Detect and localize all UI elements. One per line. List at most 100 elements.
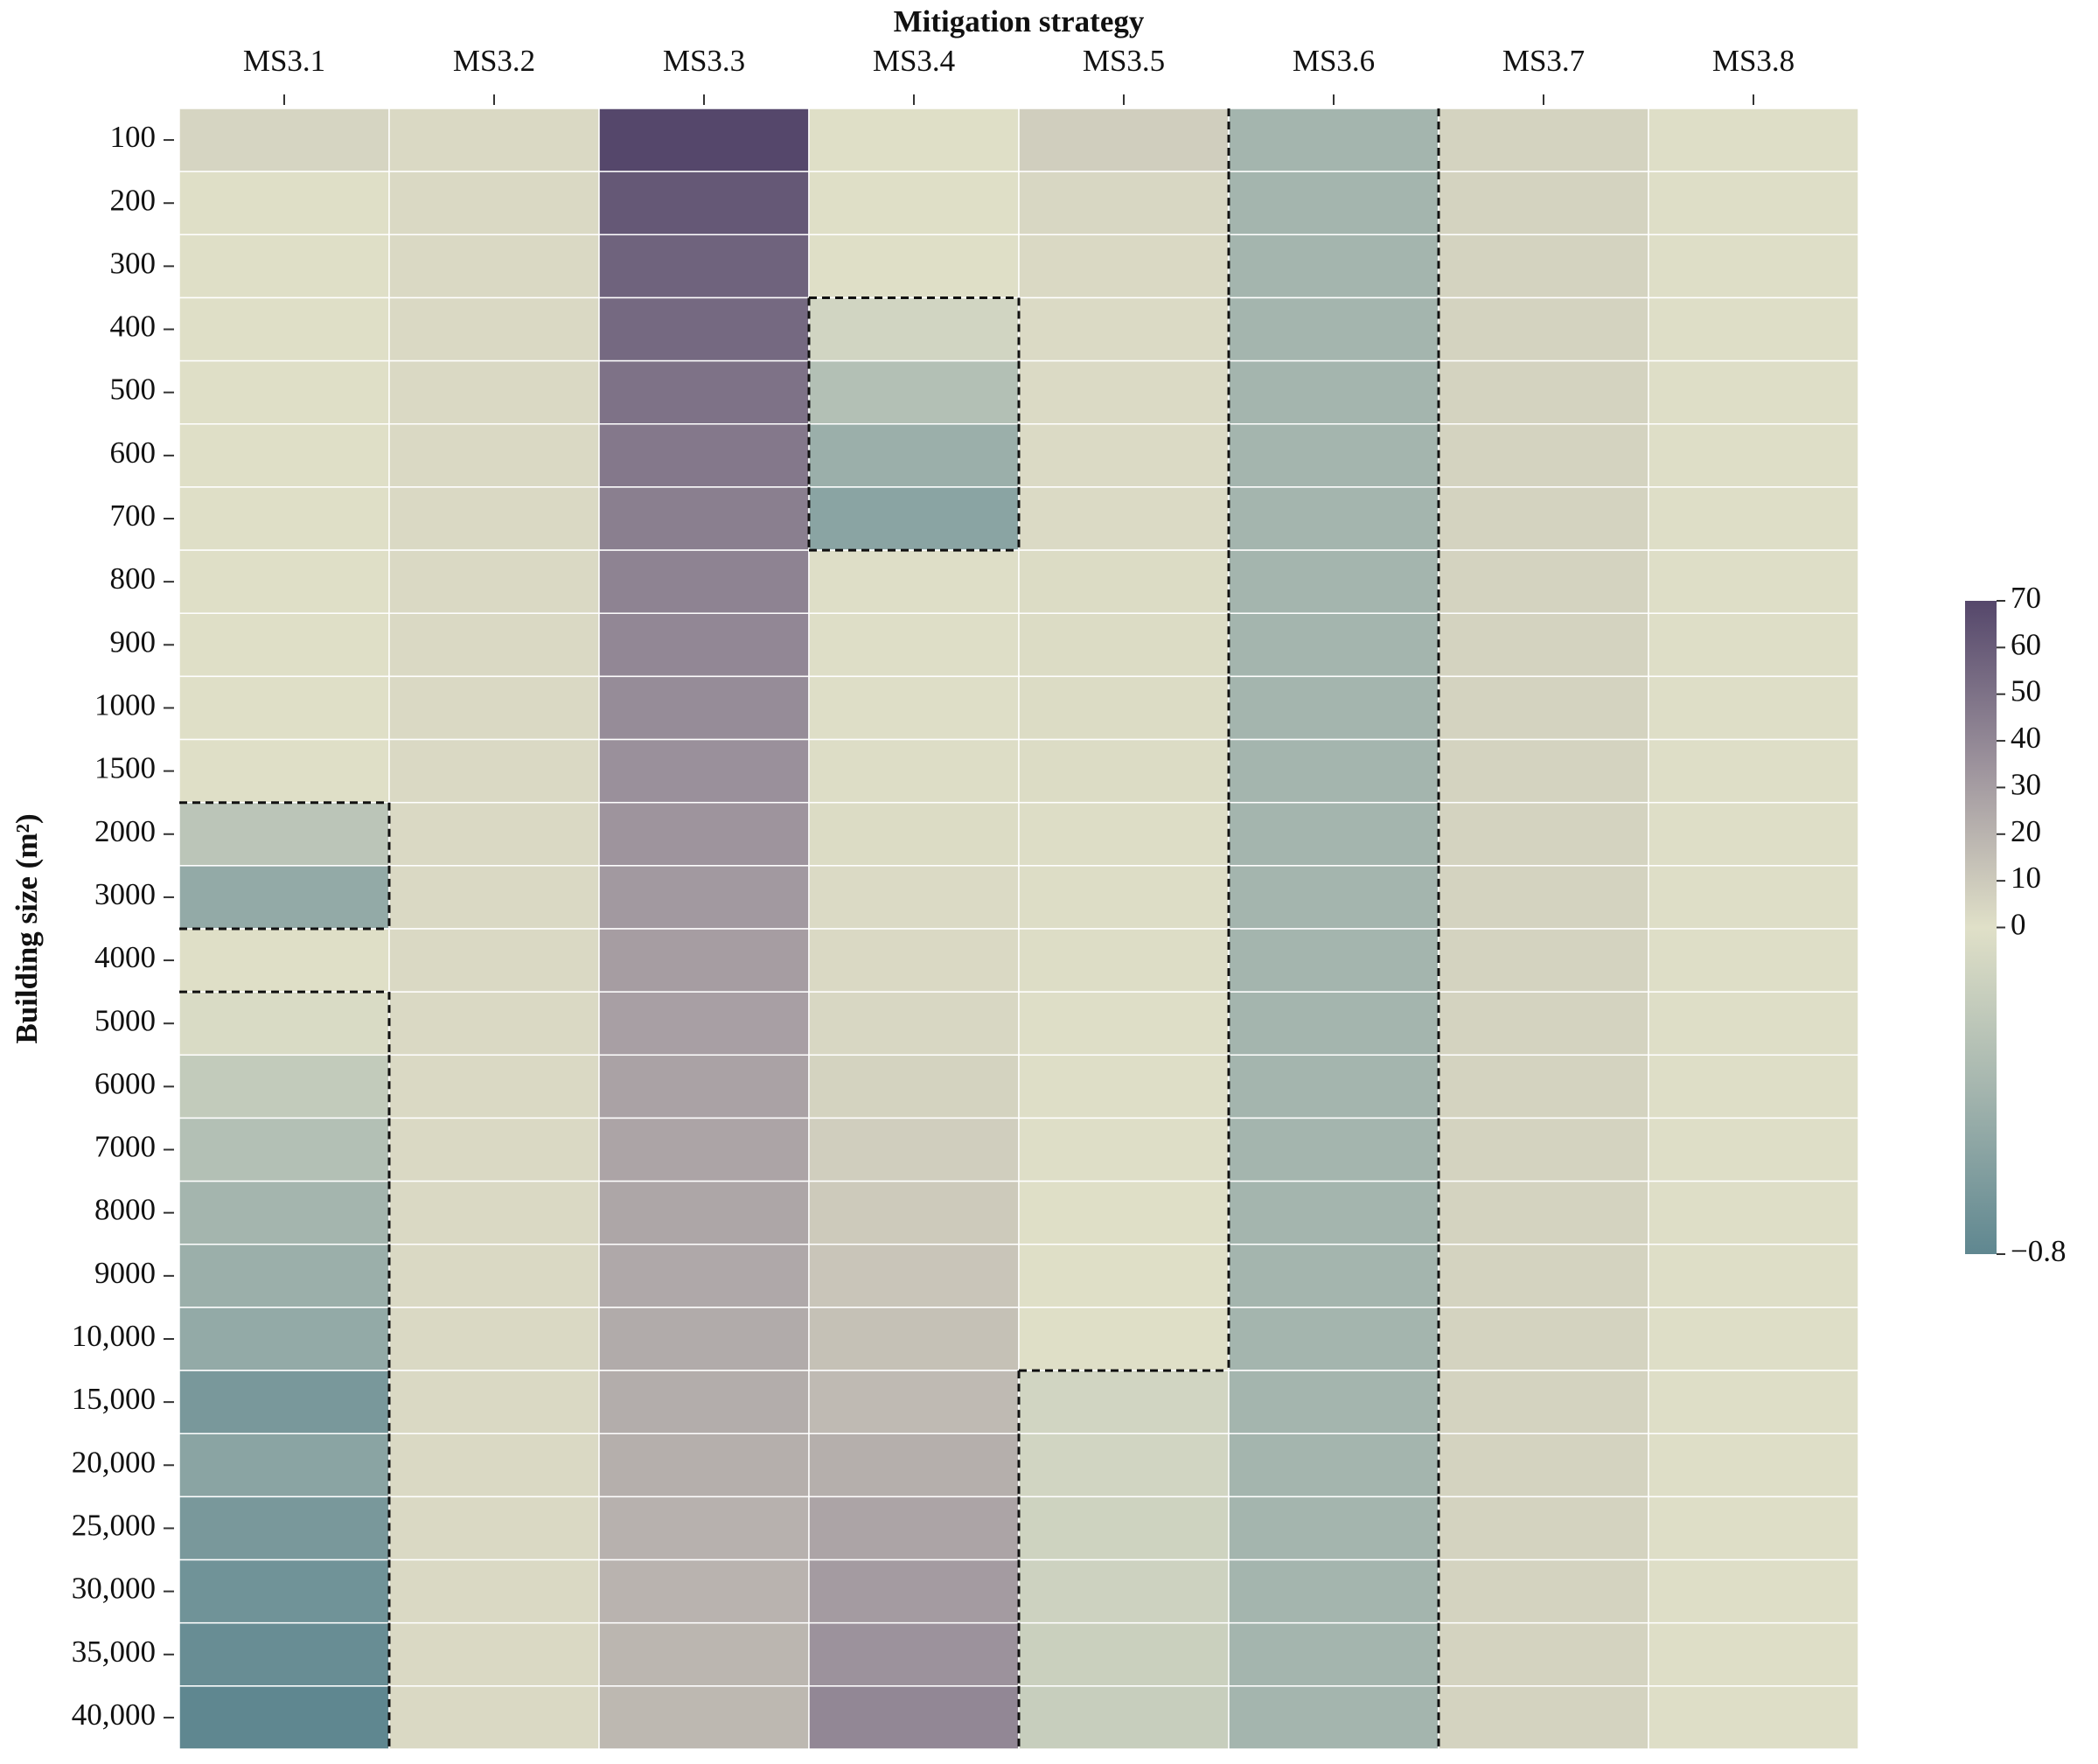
heatmap-cell <box>1438 108 1649 172</box>
heatmap-cell <box>598 928 810 993</box>
heatmap-cell <box>1018 1433 1230 1498</box>
heatmap-cell <box>1648 991 1859 1056</box>
heatmap-cell <box>808 1117 1020 1182</box>
heatmap-cell <box>1648 486 1859 551</box>
heatmap-cell <box>1228 1117 1439 1182</box>
heatmap-cell <box>808 1433 1020 1498</box>
heatmap-cell <box>1018 1558 1230 1624</box>
heatmap-cell <box>1648 865 1859 930</box>
heatmap-cell <box>1228 359 1439 425</box>
heatmap-cell <box>1648 1685 1859 1750</box>
x-tick-label: MS3.8 <box>1712 44 1795 78</box>
heatmap-cell <box>1018 1685 1230 1750</box>
heatmap-cell <box>1228 928 1439 993</box>
y-tick-label: 200 <box>110 183 157 217</box>
heatmap-cell <box>388 549 600 614</box>
heatmap-cell <box>1648 1558 1859 1624</box>
heatmap-cell <box>1018 549 1230 614</box>
heatmap-cell <box>1228 1685 1439 1750</box>
heatmap-cell <box>598 1244 810 1308</box>
heatmap-cell <box>1228 738 1439 804</box>
heatmap-cell <box>1228 486 1439 551</box>
heatmap-cell <box>1438 1433 1649 1498</box>
y-tick-label: 900 <box>110 624 157 659</box>
heatmap-cell <box>598 675 810 741</box>
heatmap-cell <box>1648 423 1859 488</box>
heatmap-cell <box>178 1621 390 1687</box>
heatmap-cell <box>1438 738 1649 804</box>
heatmap-cell <box>808 865 1020 930</box>
heatmap-cell <box>388 1180 600 1245</box>
heatmap-cell <box>1648 296 1859 362</box>
heatmap-cell <box>598 612 810 678</box>
heatmap-cell <box>1438 612 1649 678</box>
heatmap-cell <box>178 1180 390 1245</box>
heatmap-cell <box>1018 423 1230 488</box>
y-tick-label: 2000 <box>94 814 156 848</box>
heatmap-cell <box>808 1558 1020 1624</box>
heatmap-cell <box>1438 1117 1649 1182</box>
heatmap-cell <box>1648 675 1859 741</box>
y-tick-label: 20,000 <box>72 1445 156 1479</box>
heatmap-cell <box>388 234 600 299</box>
heatmap-cell <box>388 108 600 172</box>
heatmap-cell <box>598 1685 810 1750</box>
heatmap-cell <box>178 1244 390 1308</box>
heatmap-cell <box>1648 549 1859 614</box>
heatmap-cell <box>1018 1054 1230 1119</box>
heatmap-cell <box>388 865 600 930</box>
heatmap-cell <box>1438 801 1649 867</box>
heatmap-cell <box>808 991 1020 1056</box>
heatmap-cell <box>1228 1054 1439 1119</box>
heatmap-cell <box>388 486 600 551</box>
heatmap-cell <box>178 1558 390 1624</box>
heatmap-cell <box>808 801 1020 867</box>
heatmap-cell <box>1018 1621 1230 1687</box>
heatmap-cell <box>808 1496 1020 1561</box>
heatmap-cell <box>808 423 1020 488</box>
colorbar-tick-label: 20 <box>2011 814 2041 848</box>
colorbar-tick-label: 0 <box>2011 908 2026 942</box>
heatmap-cell <box>1018 1180 1230 1245</box>
heatmap-cell <box>178 928 390 993</box>
heatmap-cell <box>1648 738 1859 804</box>
colorbar-tick-label: 30 <box>2011 767 2041 801</box>
heatmap-cell <box>1228 1496 1439 1561</box>
y-tick-label: 300 <box>110 246 157 280</box>
heatmap-cell <box>598 865 810 930</box>
colorbar <box>1965 601 1997 1254</box>
heatmap-cell <box>388 991 600 1056</box>
heatmap-cell <box>808 928 1020 993</box>
heatmap-cell <box>178 1054 390 1119</box>
y-tick-label: 800 <box>110 561 157 596</box>
heatmap-cell <box>598 1117 810 1182</box>
heatmap-cell <box>598 738 810 804</box>
heatmap-cell <box>598 1307 810 1371</box>
heatmap-cell <box>1018 865 1230 930</box>
heatmap-cell <box>388 171 600 236</box>
heatmap-cell <box>808 612 1020 678</box>
heatmap-cell <box>388 423 600 488</box>
y-tick-label: 25,000 <box>72 1508 156 1542</box>
heatmap-cell <box>388 928 600 993</box>
heatmap-cell <box>388 1496 600 1561</box>
y-tick-label: 10,000 <box>72 1319 156 1353</box>
heatmap-cell <box>598 359 810 425</box>
heatmap-cell <box>598 1433 810 1498</box>
heatmap-cell <box>178 423 390 488</box>
heatmap-cell <box>1648 801 1859 867</box>
heatmap-cell <box>598 1370 810 1434</box>
heatmap-cell <box>598 549 810 614</box>
colorbar-tick-label: 70 <box>2011 581 2041 615</box>
heatmap-cell <box>388 1621 600 1687</box>
heatmap-cell <box>1438 1180 1649 1245</box>
heatmap-cell <box>808 296 1020 362</box>
colorbar-tick-label: 60 <box>2011 627 2041 661</box>
heatmap-cell <box>388 612 600 678</box>
heatmap-cell <box>388 1054 600 1119</box>
heatmap-cell <box>808 1621 1020 1687</box>
heatmap-cell <box>808 549 1020 614</box>
heatmap-cell <box>808 359 1020 425</box>
colorbar-tick-label: 40 <box>2011 721 2041 755</box>
